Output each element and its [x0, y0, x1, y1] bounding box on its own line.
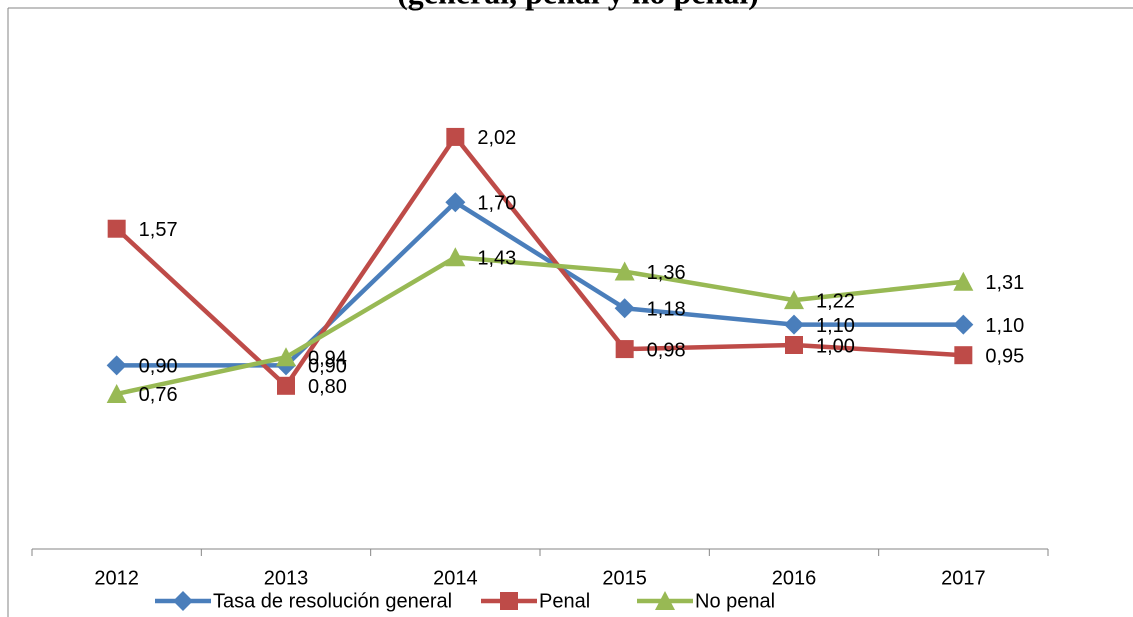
data-label: 2,02: [477, 127, 516, 149]
x-tick-label: 2015: [602, 567, 647, 589]
data-label: 0,80: [308, 376, 347, 398]
x-tick-label: 2016: [772, 567, 817, 589]
data-label: 0,98: [647, 339, 686, 361]
legend-label: Penal: [539, 590, 590, 612]
data-label: 0,76: [139, 384, 178, 406]
data-label: 1,22: [816, 290, 855, 312]
marker: [276, 347, 296, 367]
x-tick-label: 2017: [941, 567, 986, 589]
marker: [784, 314, 804, 335]
data-label: 1,00: [816, 335, 855, 357]
data-label: 1,10: [816, 315, 855, 337]
marker: [953, 271, 974, 291]
legend-label: Tasa de resolución general: [213, 590, 452, 612]
marker: [615, 340, 634, 359]
data-label: 0,95: [985, 345, 1024, 367]
marker: [107, 219, 126, 238]
x-tick-label: 2012: [94, 567, 139, 589]
data-label: 1,31: [985, 272, 1024, 294]
marker: [277, 376, 295, 395]
x-tick-label: 2013: [264, 567, 309, 589]
marker: [954, 346, 973, 365]
chart-title: (general, penal y no penal): [397, 0, 759, 10]
marker: [173, 591, 193, 611]
marker: [614, 261, 635, 281]
data-label: 1,70: [477, 192, 516, 214]
marker: [500, 592, 518, 610]
data-label: 0,94: [308, 348, 347, 370]
marker: [655, 591, 675, 610]
data-label: 1,57: [139, 219, 178, 241]
marker: [784, 290, 804, 310]
legend-label: No penal: [695, 590, 775, 612]
marker: [614, 298, 635, 319]
x-tick-label: 2014: [433, 567, 478, 589]
data-label: 1,10: [985, 315, 1024, 337]
data-label: 1,43: [477, 248, 516, 270]
data-label: 1,18: [647, 299, 686, 321]
series-line: [115, 134, 964, 389]
marker: [106, 383, 127, 403]
data-label: 1,36: [647, 262, 686, 284]
data-label: 0,90: [139, 356, 178, 378]
marker: [106, 355, 127, 376]
marker: [785, 336, 803, 354]
marker: [953, 314, 974, 335]
data-label: 0,90: [308, 356, 347, 378]
series-line: [116, 255, 964, 397]
marker: [446, 127, 465, 146]
marker: [445, 247, 466, 267]
marker: [445, 192, 466, 213]
